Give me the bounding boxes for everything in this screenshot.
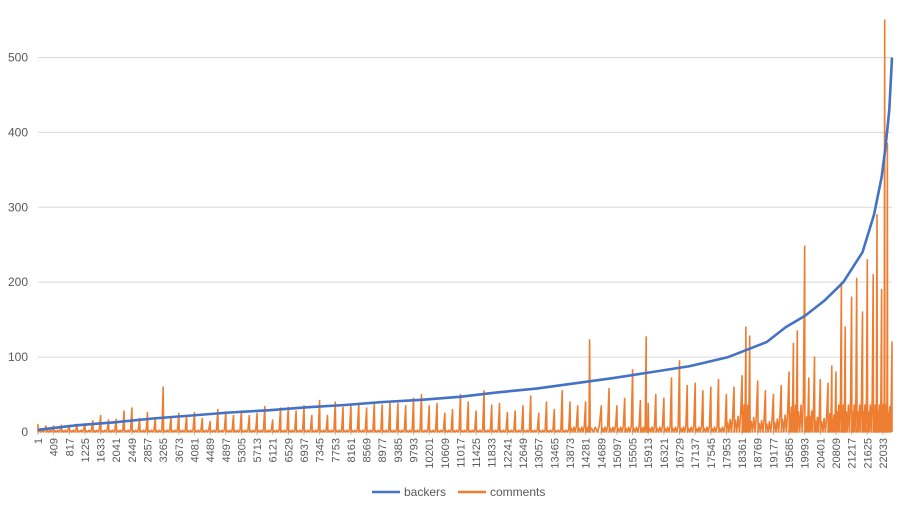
x-tick-label: 7345 (315, 438, 327, 462)
x-tick-label: 6121 (268, 438, 280, 462)
x-tick-label: 11425 (471, 438, 483, 468)
x-tick-label: 15097 (612, 438, 624, 469)
x-tick-label: 12241 (502, 438, 514, 469)
x-tick-label: 13465 (549, 438, 561, 469)
y-tick-label: 100 (8, 350, 28, 364)
x-tick-label: 19177 (768, 438, 780, 469)
x-tick-label: 22033 (878, 438, 890, 469)
x-tick-label: 6529 (283, 438, 295, 462)
x-tick-label: 11833 (487, 438, 499, 468)
x-tick-label: 8569 (362, 438, 374, 462)
x-tick-label: 16729 (675, 438, 687, 469)
x-tick-label: 3673 (174, 438, 186, 462)
legend-label-comments: comments (490, 485, 545, 499)
x-tick-label: 5713 (252, 438, 264, 462)
x-tick-label: 1633 (96, 438, 108, 462)
x-tick-label: 19993 (800, 438, 812, 469)
x-tick-label: 20809 (831, 438, 843, 469)
x-tick-label: 4081 (189, 438, 201, 462)
x-tick-label: 16321 (659, 438, 671, 469)
x-tick-label: 1225 (80, 438, 92, 462)
x-tick-label: 21625 (862, 438, 874, 469)
x-tick-label: 9385 (393, 438, 405, 462)
x-tick-label: 10201 (424, 438, 436, 469)
series-backers-line (37, 57, 894, 432)
series-comments-line (37, 19, 893, 433)
y-tick-label: 200 (8, 275, 28, 289)
x-tick-label: 7753 (330, 438, 342, 462)
x-tick-label: 3265 (158, 438, 170, 462)
x-tick-label: 8161 (346, 438, 358, 462)
x-tick-label: 2041 (111, 438, 123, 462)
x-tick-label: 15913 (643, 438, 655, 469)
y-tick-label: 500 (8, 50, 28, 64)
x-tick-label: 17545 (706, 438, 718, 469)
x-tick-label: 19585 (784, 438, 796, 469)
x-tick-label: 13057 (534, 438, 546, 469)
y-tick-label: 400 (8, 125, 28, 139)
x-tick-label: 20401 (815, 438, 827, 469)
x-tick-label: 409 (49, 438, 61, 456)
x-tick-label: 21217 (847, 438, 859, 469)
x-tick-label: 1 (33, 438, 45, 444)
x-tick-label: 10609 (440, 438, 452, 469)
x-tick-label: 5305 (236, 438, 248, 462)
x-tick-label: 8977 (377, 438, 389, 462)
x-tick-label: 14689 (596, 438, 608, 469)
x-tick-label: 6937 (299, 438, 311, 462)
y-tick-label: 300 (8, 200, 28, 214)
x-tick-label: 2857 (143, 438, 155, 462)
x-tick-label: 18361 (737, 438, 749, 469)
x-tick-label: 17953 (721, 438, 733, 469)
x-tick-label: 18769 (753, 438, 765, 469)
x-tick-label: 2449 (127, 438, 139, 462)
x-tick-label: 4489 (205, 438, 217, 462)
x-tick-label: 11017 (455, 438, 467, 468)
x-tick-label: 817 (64, 438, 76, 456)
x-tick-label: 12649 (518, 438, 530, 469)
gridlines (38, 56, 892, 358)
y-axis: 0 100 200 300 400 500 (8, 50, 28, 439)
x-tick-label: 17137 (690, 438, 702, 469)
legend-label-backers: backers (404, 485, 446, 499)
x-tick-label: 4897 (221, 438, 233, 462)
x-tick-label: 15505 (628, 438, 640, 469)
series-layer (37, 19, 894, 433)
x-axis: 1 409 817 1225 1633 2041 2449 2857 3265 3673 4081 4… (33, 431, 892, 469)
y-tick-label: 0 (21, 425, 28, 439)
x-tick-label: 9793 (409, 438, 421, 462)
legend: backers comments (372, 485, 545, 499)
x-tick-label: 14281 (581, 438, 593, 469)
x-tick-label: 13873 (565, 438, 577, 469)
